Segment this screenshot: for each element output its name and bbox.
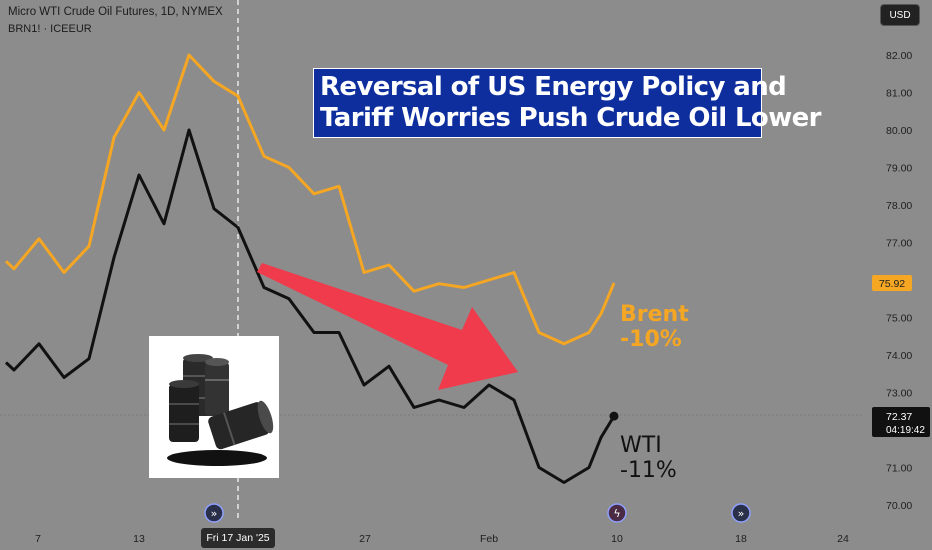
oil-barrels-image bbox=[149, 336, 279, 478]
y-tick-label: 79.00 bbox=[886, 163, 912, 175]
currency-button[interactable]: USD bbox=[880, 4, 920, 26]
event-icon bbox=[731, 503, 751, 523]
brent-annotation: Brent -10% bbox=[620, 302, 689, 352]
event-icons: » ϟ » bbox=[204, 503, 751, 523]
price-badges: 75.92 72.37 04:19:42 bbox=[872, 275, 930, 437]
headline-line-1: Reversal of US Energy Policy and bbox=[320, 72, 787, 102]
y-tick-label: 70.00 bbox=[886, 500, 912, 512]
crosshair-date-badge: Fri 17 Jan '25 bbox=[201, 528, 275, 548]
headline-line-2: Tariff Worries Push Crude Oil Lower bbox=[320, 103, 821, 133]
wti-change: -11% bbox=[620, 458, 677, 483]
headline-banner: Reversal of US Energy Policy and Tariff … bbox=[313, 68, 821, 138]
y-tick-label: 80.00 bbox=[886, 125, 912, 137]
y-tick-label: 73.00 bbox=[886, 388, 912, 400]
x-axis: 7 13 27 Feb 10 18 24 bbox=[35, 533, 849, 545]
x-tick-label: 18 bbox=[735, 533, 747, 545]
wti-name: WTI bbox=[620, 433, 662, 458]
barrel-icon bbox=[169, 380, 199, 442]
y-tick-label: 74.00 bbox=[886, 350, 912, 362]
oil-spill-icon bbox=[167, 450, 267, 466]
trend-arrow bbox=[257, 263, 518, 390]
wti-price-text: 72.37 bbox=[886, 411, 912, 423]
symbol-title: Micro WTI Crude Oil Futures, 1D, NYMEX bbox=[8, 6, 223, 18]
y-tick-label: 78.00 bbox=[886, 200, 912, 212]
x-tick-label: Feb bbox=[480, 533, 498, 545]
brent-price-badge bbox=[872, 275, 912, 291]
event-glyph-icon: ϟ bbox=[613, 507, 620, 520]
wti-price-badge bbox=[872, 407, 930, 437]
wti-last-point bbox=[609, 411, 619, 421]
series-layer bbox=[4, 53, 619, 484]
x-tick-label: 24 bbox=[837, 533, 849, 545]
y-tick-label: 77.00 bbox=[886, 238, 912, 250]
x-tick-label: 27 bbox=[359, 533, 371, 545]
event-glyph-icon: » bbox=[738, 507, 745, 520]
brent-change: -10% bbox=[620, 327, 682, 352]
y-tick-label: 71.00 bbox=[886, 463, 912, 475]
brent-price-text: 75.92 bbox=[879, 278, 905, 290]
event-icon bbox=[607, 503, 627, 523]
x-tick-label: 10 bbox=[611, 533, 623, 545]
event-icon bbox=[204, 503, 224, 523]
barrel-icon bbox=[205, 358, 229, 416]
wti-annotation: WTI -11% bbox=[620, 433, 677, 483]
brent-name: Brent bbox=[620, 302, 689, 327]
y-tick-label: 75.00 bbox=[886, 313, 912, 325]
x-tick-label: 13 bbox=[133, 533, 145, 545]
y-tick-label: 82.00 bbox=[886, 50, 912, 62]
symbol-subtitle: BRN1! · ICEEUR bbox=[8, 23, 92, 35]
x-tick-label: 7 bbox=[35, 533, 41, 545]
countdown-text: 04:19:42 bbox=[886, 425, 925, 436]
barrel-icon bbox=[208, 400, 274, 450]
event-glyph-icon: » bbox=[211, 507, 218, 520]
y-tick-label: 81.00 bbox=[886, 88, 912, 100]
